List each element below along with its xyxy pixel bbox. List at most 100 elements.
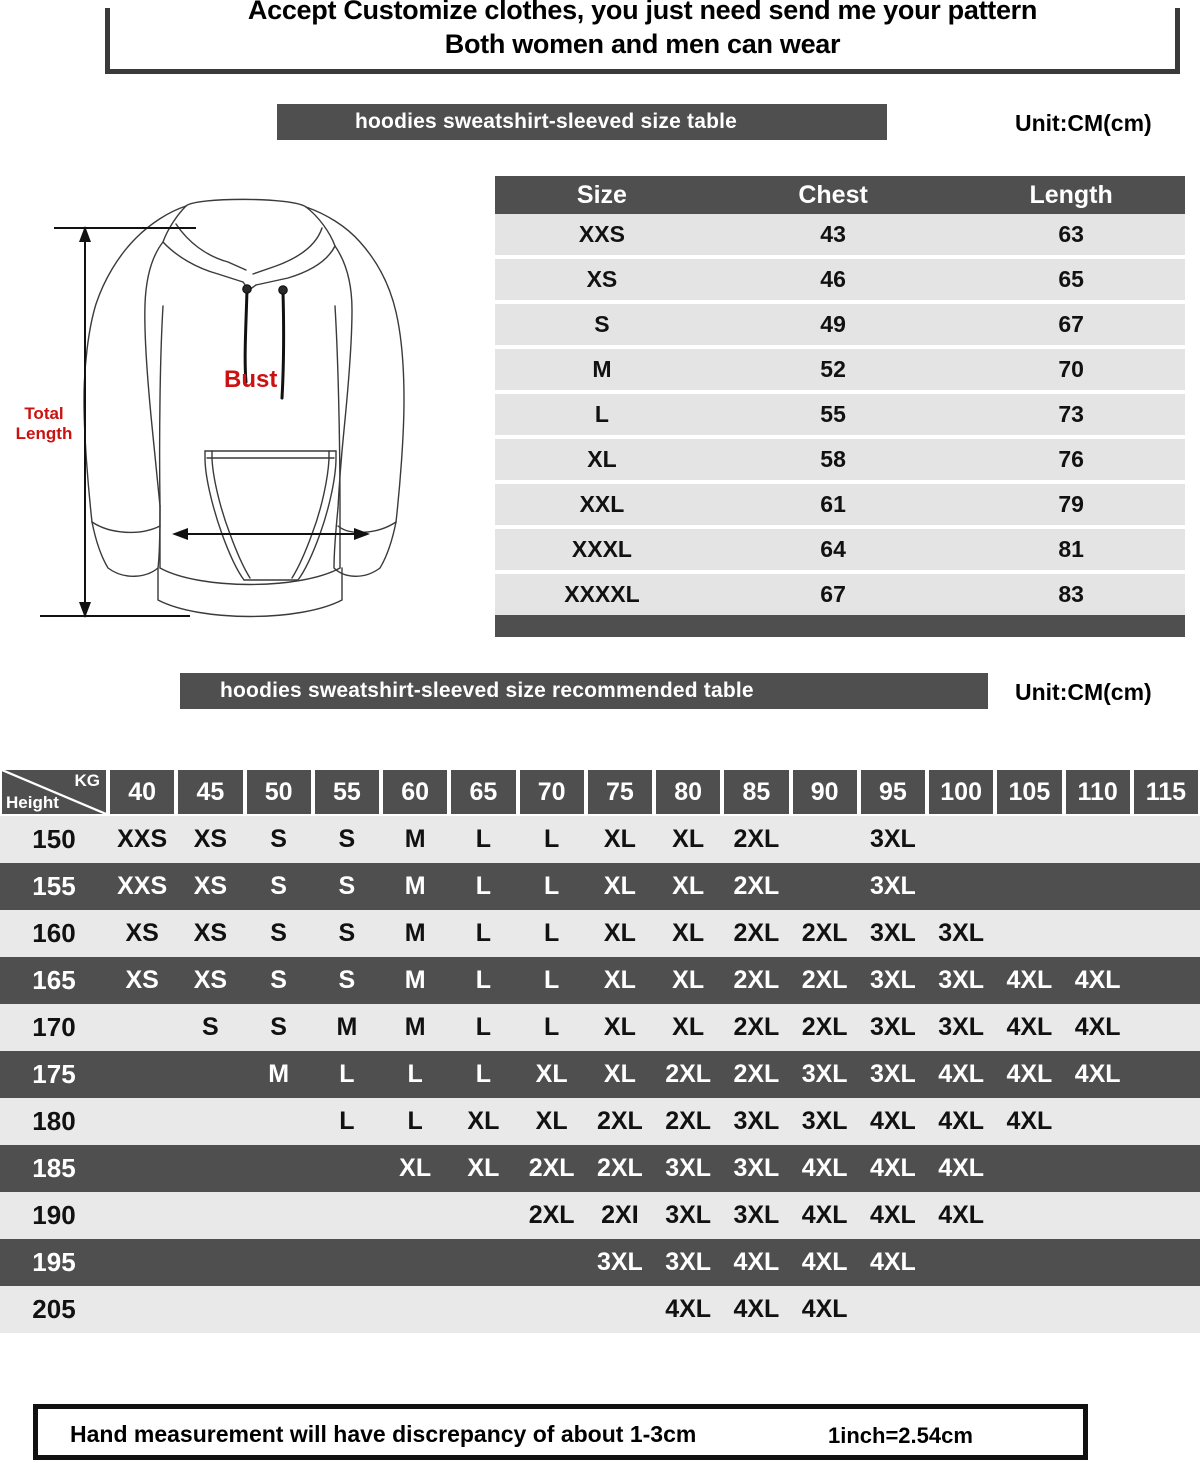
reco-size-cell: S [312,910,381,957]
reco-weight-header: 105 [995,768,1064,816]
size-table-cell-size: L [495,394,709,435]
reco-size-cell [1131,1051,1200,1098]
table-row: 180 L L XL XL 2XL 2XL 3XL 3XL 4XL 4XL 4XL [0,1098,1200,1145]
reco-size-cell: L [517,863,586,910]
reco-size-cell [1131,863,1200,910]
reco-weight-header: 90 [790,768,859,816]
size-table-col-size: Size [495,176,709,214]
reco-size-cell [312,1239,381,1286]
reco-size-cell [108,1004,177,1051]
banner-line-1: Accept Customize clothes, you just need … [247,0,1038,25]
reco-weight-header: 55 [312,768,381,816]
size-table-title-text: hoodies sweatshirt-sleeved size table [355,110,738,133]
reco-size-cell [449,1239,518,1286]
row-spacer [495,570,1185,574]
reco-size-cell [176,1286,245,1333]
reco-size-cell: 3XL [858,816,927,863]
reco-size-cell [995,1239,1064,1286]
reco-size-cell [1063,1239,1132,1286]
header-banner: Accept Customize clothes, you just need … [105,0,1180,74]
reco-size-cell: M [381,910,450,957]
size-table-cell-size: M [495,349,709,390]
reco-size-cell [790,816,859,863]
reco-size-cell: XS [108,910,177,957]
reco-size-cell [995,1145,1064,1192]
reco-size-cell: 2XL [722,1051,791,1098]
bust-label: Bust [224,366,278,393]
reco-size-cell [1131,1239,1200,1286]
reco-size-cell: 3XL [654,1192,723,1239]
reco-size-cell: S [312,863,381,910]
reco-size-cell: XL [654,1004,723,1051]
reco-size-cell: L [381,1051,450,1098]
reco-size-cell [790,863,859,910]
reco-size-cell: 2XL [654,1051,723,1098]
reco-size-cell [995,863,1064,910]
size-table-cell-chest: 46 [708,259,958,300]
reco-size-cell [108,1098,177,1145]
reco-size-cell: XS [176,816,245,863]
corner-diagonal-icon [2,770,106,814]
size-table-header-row: Size Chest Length [495,176,1185,214]
reco-size-cell: 4XL [995,957,1064,1004]
reco-table-header-row: KG Height 40 45 50 55 60 65 70 75 80 85 90 95 100 105… [0,768,1200,816]
reco-size-cell: S [312,816,381,863]
reco-corner-cell: KG Height [0,768,108,816]
reco-size-cell [108,1051,177,1098]
reco-size-cell: 4XL [858,1098,927,1145]
row-spacer [495,480,1185,484]
table-row: 190 2XL 2XI 3XL 3XL 4XL 4XL 4XL [0,1192,1200,1239]
reco-size-cell [927,1286,996,1333]
reco-size-cell [1063,1098,1132,1145]
size-table-cell-length: 73 [957,394,1185,435]
reco-size-cell: 3XL [722,1192,791,1239]
size-table-unit-label: Unit:CM(cm) [1015,110,1152,136]
reco-size-cell: XS [176,863,245,910]
row-spacer-cell [495,570,1185,574]
size-table-cell-size: XXL [495,484,709,525]
reco-size-cell: S [312,957,381,1004]
reco-size-cell: 3XL [927,1004,996,1051]
footer-conversion-text: 1inch=2.54cm [828,1423,973,1448]
row-spacer [495,390,1185,394]
reco-size-cell: L [517,1004,586,1051]
reco-size-cell: 3XL [790,1098,859,1145]
size-table-cell-chest: 49 [708,304,958,345]
reco-size-cell: XL [517,1098,586,1145]
reco-size-cell: XL [449,1145,518,1192]
reco-size-cell: 4XL [790,1239,859,1286]
size-table-cell-chest: 67 [708,574,958,615]
reco-size-cell: 2XL [517,1145,586,1192]
footer-note-text: Hand measurement will have discrepancy o… [70,1421,697,1447]
reco-size-cell: 3XL [858,863,927,910]
reco-height-header: 165 [0,957,108,1004]
reco-size-cell: XL [654,957,723,1004]
reco-size-cell: 4XL [927,1098,996,1145]
reco-size-cell: 4XL [927,1192,996,1239]
table-row: XL 58 76 [495,439,1185,480]
reco-size-cell [312,1286,381,1333]
reco-size-cell [381,1286,450,1333]
row-spacer [495,525,1185,529]
table-row: 170 S S M M L L XL XL 2XL 2XL 3XL 3XL 4XL 4XL [0,1004,1200,1051]
reco-size-cell: 4XL [858,1145,927,1192]
row-spacer [495,345,1185,349]
reco-size-cell: 2XI [585,1192,654,1239]
size-table-cell-chest: 61 [708,484,958,525]
reco-weight-header: 65 [449,768,518,816]
reco-size-cell: 2XL [790,910,859,957]
size-table-cell-chest: 43 [708,214,958,255]
reco-size-cell: 2XL [722,910,791,957]
reco-weight-header: 45 [176,768,245,816]
reco-weight-header: 80 [654,768,723,816]
table-row: M 52 70 [495,349,1185,390]
size-table-cell-size: XXXL [495,529,709,570]
reco-size-cell: 3XL [585,1239,654,1286]
reco-size-cell: M [381,863,450,910]
reco-size-cell: M [244,1051,313,1098]
reco-size-cell: 3XL [858,1004,927,1051]
reco-size-cell: 3XL [858,910,927,957]
table-row: 160 XS XS S S M L L XL XL 2XL 2XL 3XL 3XL [0,910,1200,957]
footer-note-box: Hand measurement will have discrepancy o… [33,1404,1088,1460]
reco-size-cell: 4XL [858,1192,927,1239]
